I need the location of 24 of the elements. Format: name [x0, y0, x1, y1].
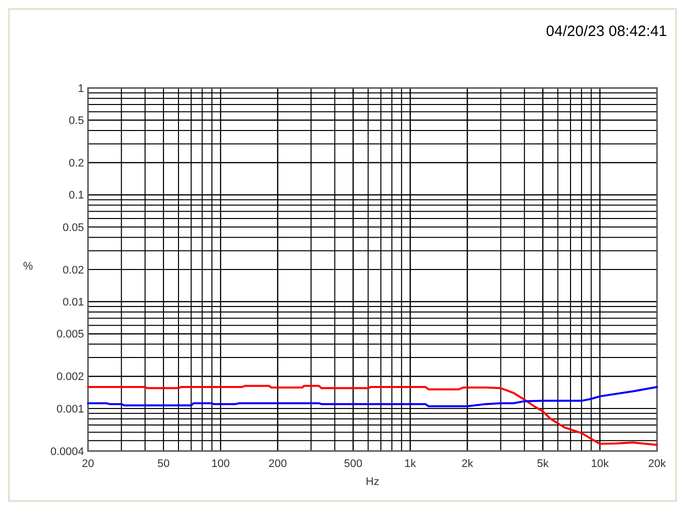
x-tick-label: 20k [648, 458, 666, 470]
y-tick-label: 0.005 [56, 328, 84, 341]
y-tick-label: 1 [78, 82, 84, 95]
y-tick-label: 0.02 [62, 264, 84, 276]
y-tick-label: 0.001 [56, 403, 84, 416]
y-tick-label: 0.0004 [50, 446, 84, 458]
x-tick-label: 5k [536, 458, 550, 470]
x-tick-label: 50 [157, 458, 170, 470]
y-axis-title: % [23, 260, 34, 272]
y-tick-label: 0.1 [68, 190, 84, 202]
x-tick-label: 200 [268, 458, 287, 470]
chart-subtitle: 04/20/23 08:42:41 [546, 23, 667, 40]
x-axis-title: Hz [366, 476, 380, 488]
y-tick-label: 0.01 [62, 296, 84, 309]
x-tick-label: 10k [591, 458, 610, 470]
x-tick-label: 500 [344, 458, 362, 470]
x-tick-label: 1k [404, 458, 417, 470]
y-tick-label: 0.5 [68, 115, 84, 128]
x-tick-label: 2k [462, 458, 474, 470]
y-tick-label: 0.05 [62, 222, 84, 234]
x-tick-label: 20 [82, 458, 94, 470]
y-tick-label: 0.2 [68, 158, 84, 170]
x-tick-label: 100 [211, 458, 230, 470]
y-tick-label: 0.002 [56, 371, 84, 384]
